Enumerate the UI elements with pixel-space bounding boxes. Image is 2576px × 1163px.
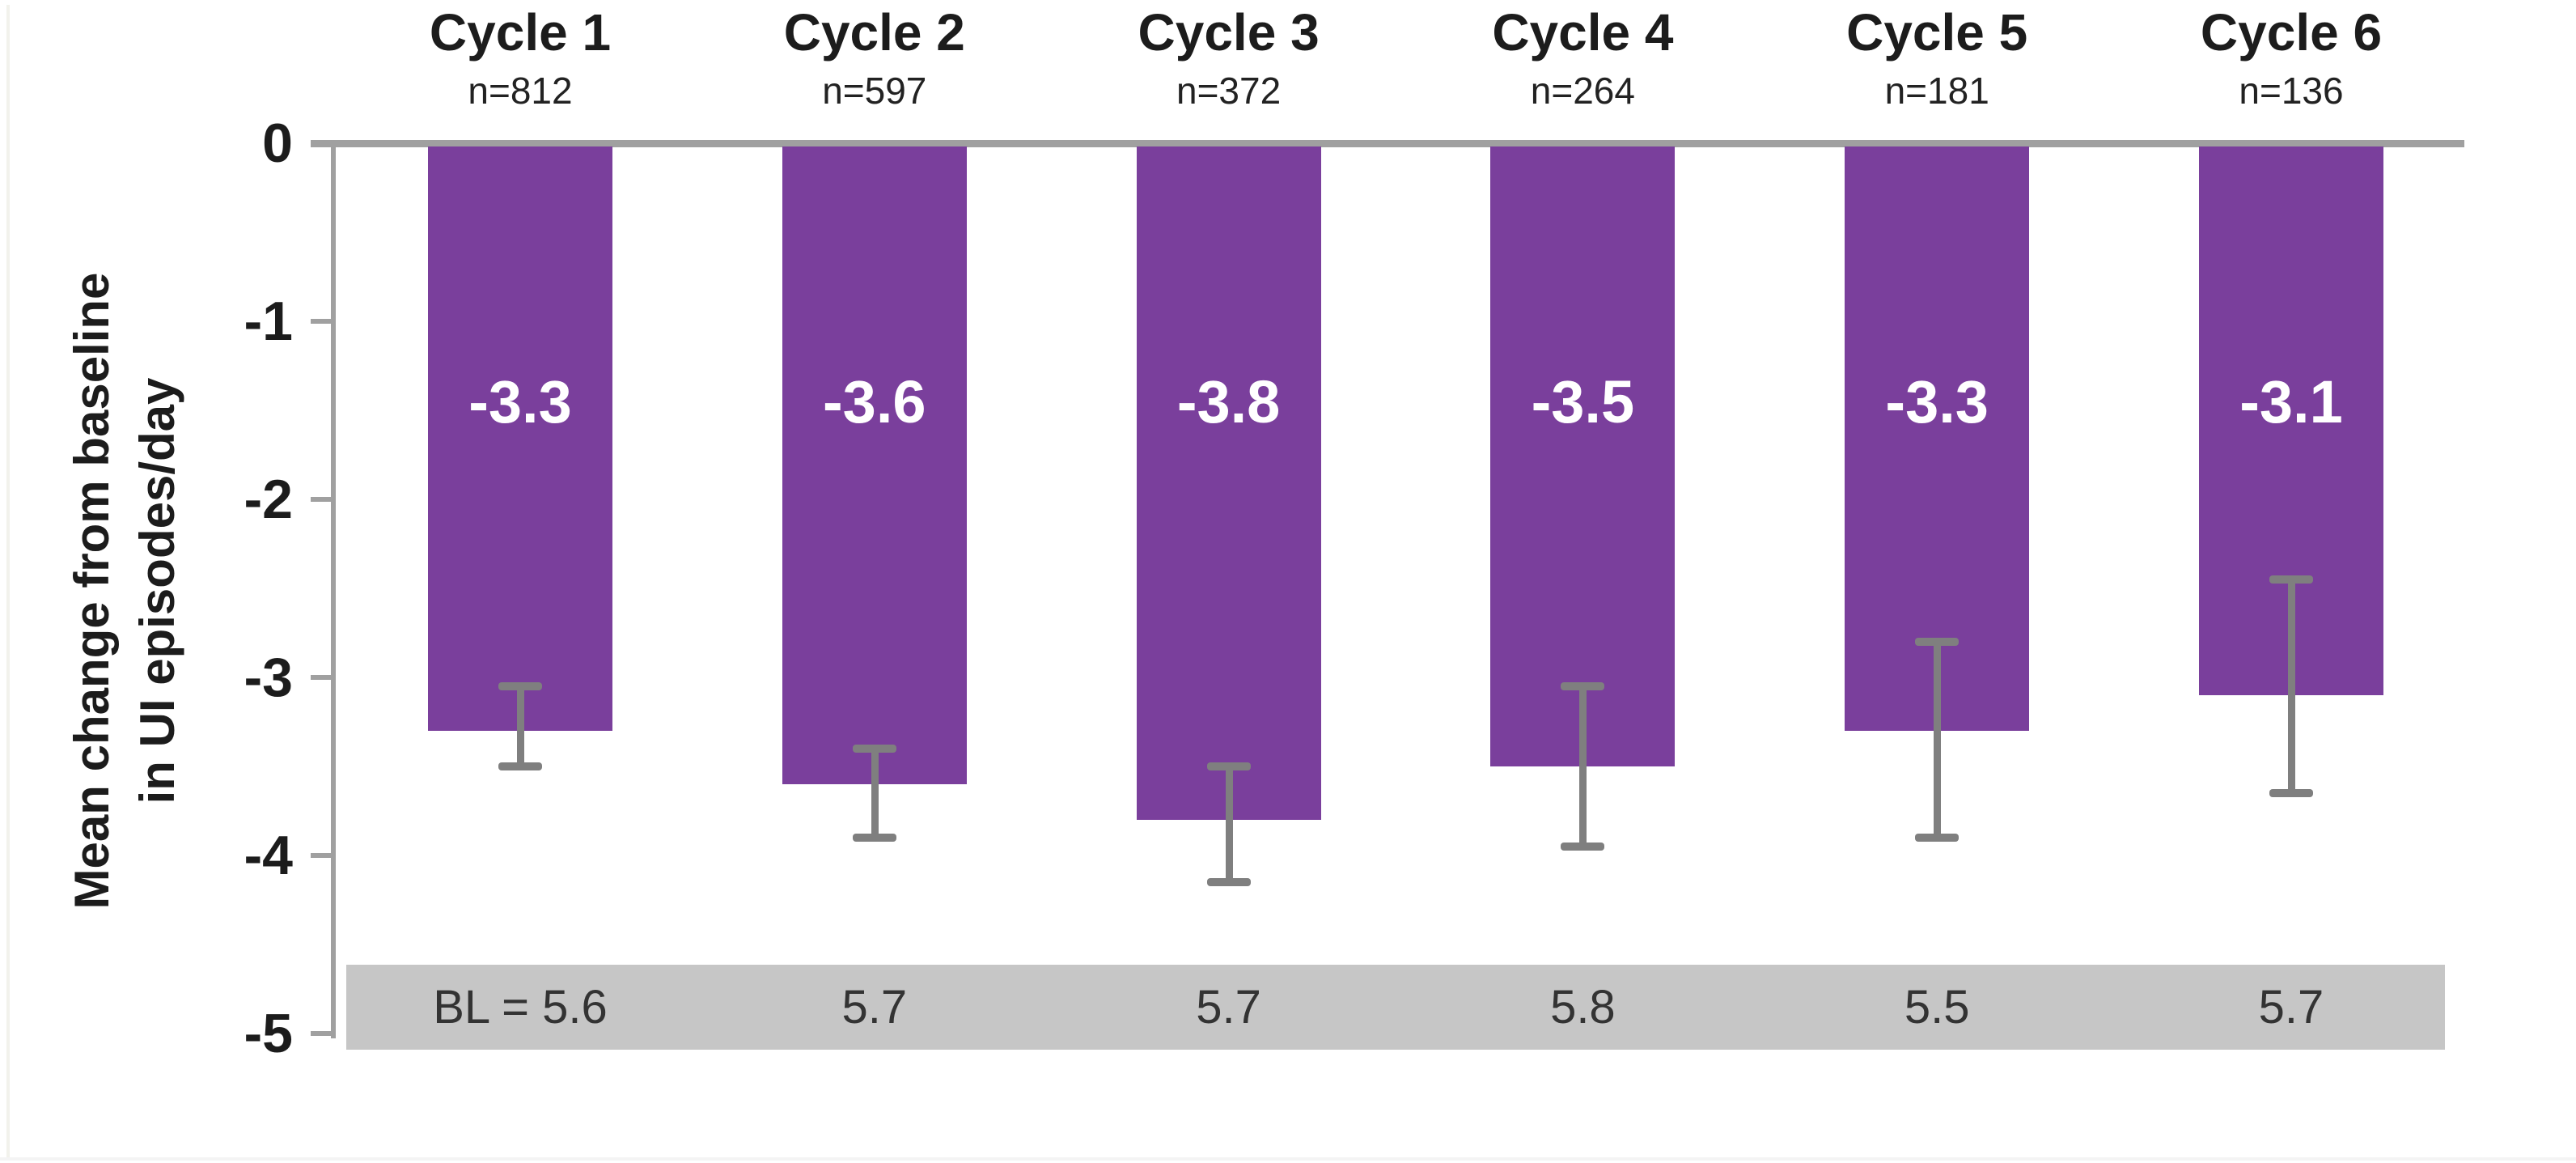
error-bar-cap-top: [1915, 638, 1960, 646]
y-tick-label: 0: [262, 112, 293, 174]
error-bar-cap-top: [2269, 575, 2313, 584]
y-axis-title: Mean change from baseline in UI episodes…: [59, 89, 197, 1093]
bar-value-label: -3.1: [2239, 368, 2343, 435]
bar: [1845, 146, 2030, 731]
error-bar: [1934, 642, 1942, 838]
error-bar: [517, 686, 524, 766]
n-count-label: n=136: [2239, 70, 2344, 112]
baseline-value: 5.5: [1904, 981, 1970, 1034]
error-bar-cap-bottom: [1915, 834, 1960, 842]
y-tick-label: -2: [244, 469, 293, 530]
cycle-label: Cycle 2: [783, 3, 965, 62]
n-count-label: n=812: [468, 70, 573, 112]
bar-value-label: -3.8: [1176, 368, 1281, 435]
baseline-value: 5.7: [841, 981, 908, 1034]
cycle-label: Cycle 3: [1138, 3, 1320, 62]
y-axis-title-line2: in UI episodes/day: [130, 377, 184, 804]
zero-baseline-line: [311, 140, 2464, 147]
cycle-label: Cycle 5: [1846, 3, 2028, 62]
error-bar-cap-top: [498, 682, 542, 690]
bar: [428, 146, 612, 731]
bar: [782, 146, 967, 784]
bar: [1136, 146, 1321, 820]
y-tick-label: -5: [244, 1003, 293, 1064]
error-bar: [1579, 686, 1587, 847]
error-bar-cap-bottom: [852, 834, 896, 842]
baseline-value: BL = 5.6: [433, 981, 608, 1034]
n-count-label: n=372: [1176, 70, 1282, 112]
bar-value-label: -3.3: [1885, 368, 1989, 435]
frame-edge-left: [6, 5, 10, 1157]
frame-edge-bottom: [0, 1157, 2576, 1161]
n-count-label: n=264: [1530, 70, 1635, 112]
y-tick-label: -1: [244, 291, 293, 352]
error-bar: [1225, 766, 1233, 882]
error-bar-cap-bottom: [1561, 843, 1605, 851]
cycle-label: Cycle 4: [1492, 3, 1674, 62]
error-bar: [2288, 579, 2295, 793]
bar: [1490, 146, 1676, 766]
n-count-label: n=597: [822, 70, 927, 112]
baseline-value: 5.7: [1196, 981, 1261, 1034]
error-bar-cap-top: [1206, 762, 1251, 770]
error-bar-cap-bottom: [1206, 878, 1251, 886]
y-tick-mark: [311, 497, 333, 502]
y-axis-line: [331, 143, 336, 1038]
y-tick-label: -4: [244, 825, 293, 886]
cycle-label: Cycle 1: [429, 3, 612, 62]
y-axis-title-line1: Mean change from baseline: [65, 272, 119, 910]
error-bar: [871, 749, 879, 838]
error-bar-cap-bottom: [2269, 789, 2313, 797]
bar-value-label: -3.6: [823, 368, 926, 435]
baseline-band: [346, 965, 2445, 1050]
y-tick-mark: [311, 675, 333, 680]
error-bar-cap-bottom: [498, 762, 542, 770]
y-tick-label: -3: [244, 647, 293, 708]
error-bar-cap-top: [852, 745, 896, 753]
cycle-label: Cycle 6: [2200, 3, 2383, 62]
baseline-value: 5.8: [1550, 981, 1616, 1034]
error-bar-cap-top: [1561, 682, 1605, 690]
y-tick-mark: [311, 319, 333, 324]
y-tick-mark: [311, 1031, 333, 1036]
bar-value-label: -3.3: [468, 368, 572, 435]
y-tick-mark: [311, 853, 333, 858]
n-count-label: n=181: [1884, 70, 1989, 112]
bar-value-label: -3.5: [1531, 368, 1635, 435]
baseline-value: 5.7: [2258, 981, 2324, 1034]
